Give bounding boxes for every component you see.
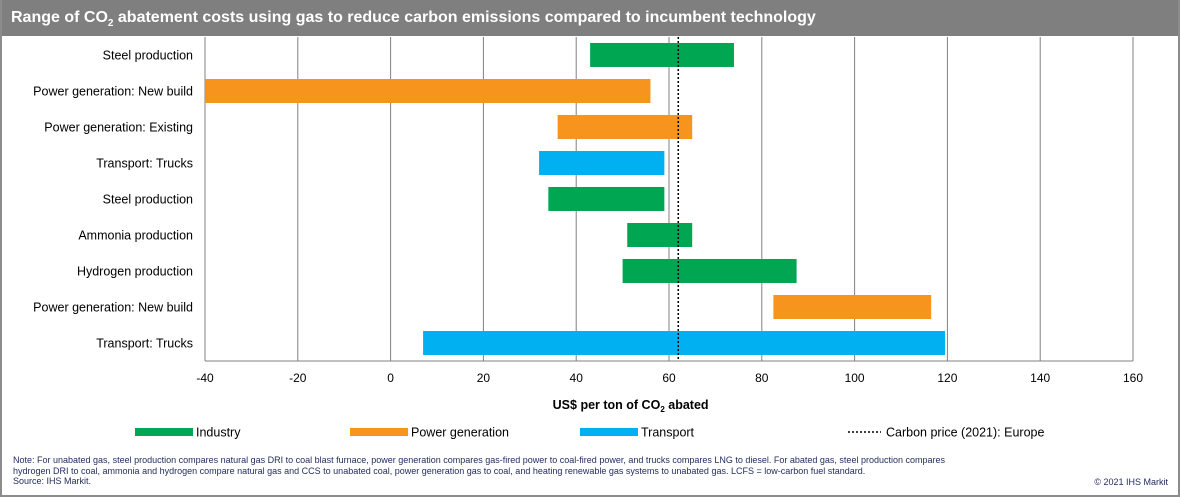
category-label: Power generation: New build [33, 301, 193, 315]
legend-label: Carbon price (2021): Europe [886, 426, 1044, 440]
bar-industry [622, 259, 797, 283]
category-label: Hydrogen production [77, 265, 193, 279]
x-tick-label: -40 [196, 371, 214, 385]
legend-label: Industry [196, 426, 241, 440]
category-label: Steel production [103, 193, 193, 207]
x-tick-label: 160 [1123, 371, 1143, 385]
note-line-2: hydrogen DRI to coal, ammonia and hydrog… [13, 465, 866, 476]
bar-industry [627, 223, 693, 247]
bar-transport [423, 331, 946, 355]
legend-swatch [135, 428, 193, 436]
bar-industry [590, 43, 734, 67]
title-text: Range of CO [11, 9, 108, 26]
x-tick-label: 140 [1030, 371, 1050, 385]
x-tick-label: 120 [937, 371, 957, 385]
bar-power-generation [557, 115, 693, 139]
x-tick-label: 0 [387, 371, 394, 385]
x-tick-label: 80 [755, 371, 769, 385]
bar-power-generation [205, 79, 651, 103]
x-tick-label: 60 [662, 371, 676, 385]
bar-transport [539, 151, 665, 175]
copyright: © 2021 IHS Markit [1094, 477, 1168, 487]
title-text-rest: abatement costs using gas to reduce carb… [113, 9, 816, 26]
x-tick-label: 100 [845, 371, 865, 385]
legend-swatch [350, 428, 408, 436]
source-note: Source: IHS Markit. [13, 476, 92, 486]
x-tick-label: 40 [570, 371, 584, 385]
legend-label: Power generation [411, 426, 509, 440]
category-label: Power generation: New build [33, 85, 193, 99]
legend-label: Transport [641, 426, 695, 440]
category-label: Transport: Trucks [96, 157, 193, 171]
title-subscript: 2 [107, 18, 114, 30]
chart-title: Range of CO2 abatement costs using gas t… [2, 0, 1178, 36]
category-label: Ammonia production [78, 229, 193, 243]
bar-power-generation [773, 295, 932, 319]
x-axis-label: US$ per ton of CO2 abated [553, 398, 709, 414]
chart-notes: Note: For unabated gas, steel production… [13, 455, 1013, 487]
legend-swatch [580, 428, 638, 436]
category-label: Steel production [103, 49, 193, 63]
category-label: Transport: Trucks [96, 337, 193, 351]
note-line-1: Note: For unabated gas, steel production… [13, 455, 945, 465]
x-tick-label: -20 [289, 371, 307, 385]
category-label: Power generation: Existing [44, 121, 193, 135]
x-tick-label: 20 [477, 371, 491, 385]
bar-industry [548, 187, 665, 211]
